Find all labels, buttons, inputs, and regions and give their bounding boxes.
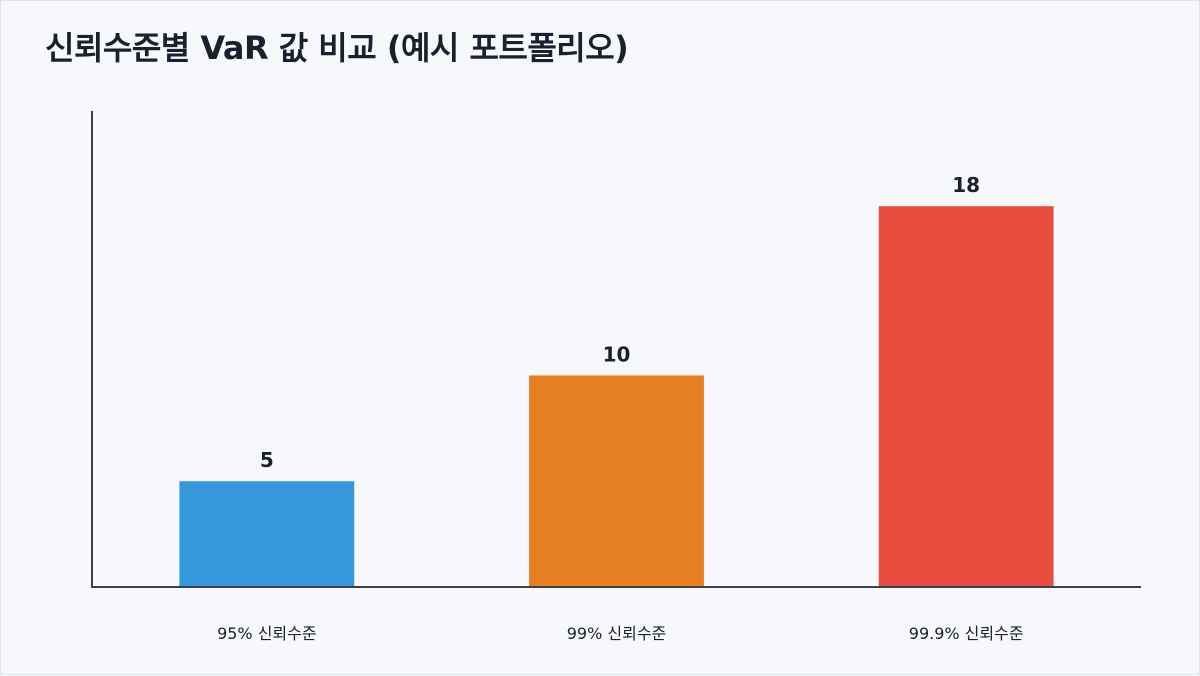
x-tick-label-2: 99% 신뢰수준 [567, 624, 667, 643]
bars-group: 5 95% 신뢰수준 10 99% 신뢰수준 18 99.9% 신뢰수준 [179, 173, 1054, 643]
data-label-3: 18 [952, 173, 980, 197]
x-tick-label-1: 95% 신뢰수준 [217, 624, 317, 643]
bar-1 [179, 481, 355, 587]
data-label-2: 10 [603, 342, 631, 366]
bar-3 [878, 206, 1054, 587]
data-label-1: 5 [260, 448, 274, 472]
x-tick-label-3: 99.9% 신뢰수준 [909, 624, 1024, 643]
chart-title: 신뢰수준별 VaR 값 비교 (예시 포트폴리오) [45, 29, 629, 67]
bar-2 [529, 375, 704, 587]
